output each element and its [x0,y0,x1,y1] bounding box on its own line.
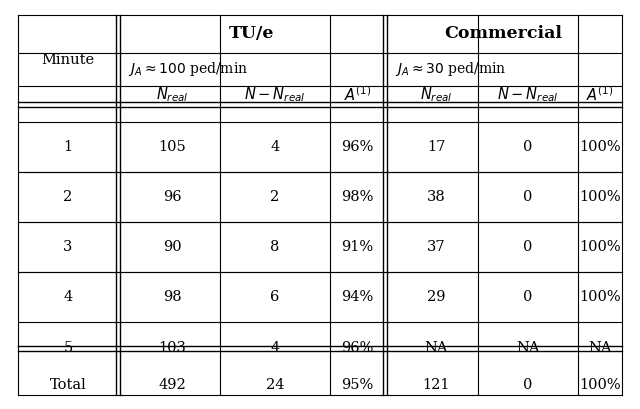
Text: $J_A \approx 30$ ped/min: $J_A \approx 30$ ped/min [395,61,506,79]
Text: 0: 0 [524,378,532,392]
Text: 29: 29 [428,290,445,304]
Text: NA: NA [425,342,448,355]
Text: $A^{(1)}$: $A^{(1)}$ [344,85,371,104]
Text: 90: 90 [163,240,181,254]
Text: 0: 0 [524,190,532,204]
Text: 4: 4 [270,140,280,154]
Text: NA: NA [588,342,612,355]
Text: 0: 0 [524,290,532,304]
Text: 91%: 91% [341,240,374,254]
Text: 103: 103 [158,342,186,355]
Text: $J_A \approx 100$ ped/min: $J_A \approx 100$ ped/min [128,61,248,79]
Text: $N - N_{real}$: $N - N_{real}$ [497,85,559,104]
Text: 0: 0 [524,240,532,254]
Text: 96%: 96% [341,342,374,355]
Text: 38: 38 [427,190,446,204]
Text: 2: 2 [63,190,72,204]
Text: 37: 37 [427,240,446,254]
Text: 100%: 100% [579,140,621,154]
Text: $N - N_{real}$: $N - N_{real}$ [244,85,306,104]
Text: 0: 0 [524,140,532,154]
Text: 2: 2 [270,190,280,204]
Text: 96%: 96% [341,140,374,154]
Text: $N_{real}$: $N_{real}$ [156,85,188,104]
Text: $N_{real}$: $N_{real}$ [420,85,452,104]
Text: 95%: 95% [341,378,374,392]
Text: 94%: 94% [341,290,374,304]
Text: 96: 96 [163,190,181,204]
Text: 6: 6 [270,290,280,304]
Text: 5: 5 [63,342,72,355]
Text: $A^{(1)}$: $A^{(1)}$ [586,85,614,104]
Text: 3: 3 [63,240,73,254]
Text: 98: 98 [163,290,181,304]
Text: Total: Total [50,378,86,392]
Text: 121: 121 [423,378,451,392]
Text: 492: 492 [158,378,186,392]
Text: 100%: 100% [579,240,621,254]
Text: Minute: Minute [42,52,95,67]
Text: TU/e: TU/e [228,25,275,43]
Text: Commercial: Commercial [445,25,563,43]
Text: 105: 105 [158,140,186,154]
Text: 8: 8 [270,240,280,254]
Text: 4: 4 [63,290,72,304]
Text: 100%: 100% [579,378,621,392]
Text: 100%: 100% [579,190,621,204]
Text: 98%: 98% [341,190,374,204]
Text: 4: 4 [270,342,280,355]
Text: 1: 1 [63,140,72,154]
Text: 24: 24 [266,378,284,392]
Text: NA: NA [516,342,540,355]
Text: 100%: 100% [579,290,621,304]
Text: 17: 17 [428,140,445,154]
